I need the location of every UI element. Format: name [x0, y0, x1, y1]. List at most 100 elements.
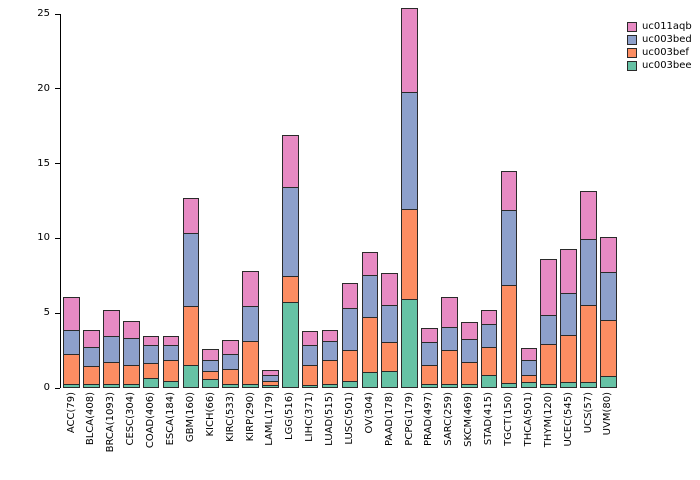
bar-sarc259: [441, 296, 458, 388]
bar-lgg516: [282, 135, 299, 388]
bar-segment-uc003bef: [122, 365, 140, 385]
legend-swatch-icon: [627, 60, 637, 71]
bar-segment-uc011aqb: [262, 370, 279, 377]
bar-segment-uc011aqb: [202, 349, 220, 362]
bar-kich66: [202, 349, 220, 388]
bar-stad415: [480, 310, 498, 388]
bar-segment-uc003bef: [142, 364, 160, 379]
x-axis-label: PCPG(179): [403, 392, 415, 446]
x-axis-label: TGCT(150): [502, 392, 514, 446]
y-tick-mark: [55, 237, 60, 239]
bar-segment-uc011aqb: [460, 322, 478, 341]
x-axis-label: SKCM(469): [463, 392, 475, 447]
bar-cesc304: [122, 320, 140, 388]
bar-segment-uc011aqb: [500, 171, 518, 212]
bar-ucec545: [560, 248, 577, 388]
legend-label: uc003bef: [642, 46, 689, 58]
x-axis-label: PAAD(178): [383, 392, 395, 446]
bar-segment-uc011aqb: [103, 310, 120, 338]
bar-ov304: [361, 251, 379, 388]
bar-segment-uc003bee: [600, 377, 617, 388]
bar-segment-uc003bee: [242, 384, 259, 388]
y-tick-mark: [55, 387, 60, 389]
x-axis-label: LUSC(501): [343, 392, 355, 445]
x-axis-label: GBM(160): [184, 392, 196, 443]
bar-gbm160: [182, 198, 200, 388]
bar-segment-uc003bee: [162, 381, 180, 388]
bar-segment-uc003bef: [321, 361, 339, 385]
bar-segment-uc003bed: [83, 347, 100, 368]
bar-segment-uc011aqb: [182, 198, 200, 234]
bar-segment-uc003bef: [341, 350, 359, 382]
y-tick-mark: [55, 88, 60, 90]
bar-segment-uc003bed: [560, 293, 577, 336]
bar-segment-uc003bee: [341, 381, 359, 388]
bar-segment-uc011aqb: [401, 8, 418, 94]
bar-esca184: [162, 335, 180, 388]
bar-segment-uc003bef: [520, 376, 538, 384]
bar-segment-uc003bed: [262, 376, 279, 382]
y-tick-mark: [55, 312, 60, 314]
x-axis-label: KIRP(290): [244, 392, 256, 442]
bar-segment-uc003bed: [441, 328, 458, 351]
bar-segment-uc003bed: [321, 341, 339, 362]
bar-segment-uc003bed: [460, 340, 478, 363]
bar-segment-uc011aqb: [83, 329, 100, 348]
bar-segment-uc003bee: [301, 386, 319, 388]
bar-segment-uc003bee: [122, 384, 140, 388]
bar-segment-uc003bee: [381, 371, 398, 388]
legend: uc011aqb uc003bed uc003bef uc003bee: [627, 20, 692, 72]
bar-segment-uc003bee: [321, 384, 339, 388]
bar-segment-uc003bed: [500, 211, 518, 287]
bar-prad497: [421, 328, 438, 388]
bar-segment-uc011aqb: [122, 320, 140, 339]
bar-segment-uc003bef: [361, 317, 379, 373]
bar-ucs57: [580, 190, 597, 388]
bar-segment-uc003bef: [282, 277, 299, 303]
x-axis-label: PRAD(497): [423, 392, 435, 447]
bar-segment-uc003bef: [401, 209, 418, 300]
bar-segment-uc003bef: [600, 320, 617, 378]
x-axis-label: OV(304): [363, 392, 375, 434]
bar-lusc501: [341, 283, 359, 388]
bar-segment-uc003bef: [560, 335, 577, 384]
bar-tgct150: [500, 171, 518, 388]
bar-segment-uc003bee: [262, 386, 279, 388]
bar-segment-uc003bef: [480, 347, 498, 377]
legend-item-uc003bed: uc003bed: [627, 33, 692, 46]
bar-segment-uc003bee: [222, 384, 239, 388]
bar-segment-uc003bef: [242, 341, 259, 385]
bar-segment-uc003bee: [441, 384, 458, 388]
bar-segment-uc003bef: [580, 305, 597, 384]
bar-segment-uc003bef: [460, 362, 478, 385]
bar-segment-uc003bed: [540, 316, 558, 345]
y-tick-mark: [55, 163, 60, 165]
x-axis-label: THYM(120): [542, 392, 554, 448]
bar-segment-uc011aqb: [580, 190, 597, 240]
bar-segment-uc003bed: [580, 239, 597, 306]
bar-segment-uc003bee: [103, 384, 120, 388]
bar-segment-uc003bed: [361, 275, 379, 318]
x-axis-label: BRCA(1093): [105, 392, 117, 453]
bar-segment-uc011aqb: [282, 135, 299, 188]
x-axis-label: LGG(516): [284, 392, 296, 440]
bar-segment-uc011aqb: [222, 340, 239, 356]
x-axis-label: KICH(66): [204, 392, 216, 437]
bar-pcpg179: [401, 8, 418, 388]
bar-segment-uc003bef: [83, 367, 100, 385]
bar-segment-uc003bee: [480, 376, 498, 388]
y-tick-label: 0: [43, 382, 50, 393]
bar-segment-uc003bee: [202, 380, 220, 388]
bar-segment-uc011aqb: [162, 335, 180, 347]
y-axis-line: [60, 14, 61, 388]
legend-swatch-icon: [627, 21, 637, 32]
bar-acc79: [63, 296, 80, 388]
x-axis-label: UCS(57): [582, 392, 594, 434]
legend-label: uc003bed: [642, 33, 692, 45]
bar-segment-uc003bed: [162, 346, 180, 362]
bar-segment-uc003bed: [600, 272, 617, 321]
x-axis-label: ACC(79): [65, 392, 77, 434]
bar-segment-uc011aqb: [63, 296, 80, 332]
bar-laml179: [262, 370, 279, 388]
bar-kirc533: [222, 340, 239, 388]
